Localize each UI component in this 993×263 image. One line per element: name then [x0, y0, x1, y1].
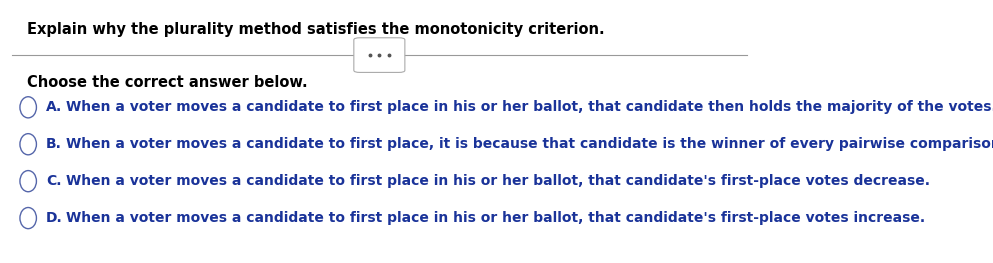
Text: When a voter moves a candidate to first place in his or her ballot, that candida: When a voter moves a candidate to first … — [67, 100, 993, 114]
Text: When a voter moves a candidate to first place in his or her ballot, that candida: When a voter moves a candidate to first … — [67, 174, 930, 188]
Text: D.: D. — [47, 211, 63, 225]
Text: Explain why the plurality method satisfies the monotonicity criterion.: Explain why the plurality method satisfi… — [27, 22, 605, 37]
Ellipse shape — [20, 134, 37, 155]
Text: When a voter moves a candidate to first place in his or her ballot, that candida: When a voter moves a candidate to first … — [67, 211, 925, 225]
Text: A.: A. — [47, 100, 63, 114]
Text: C.: C. — [47, 174, 62, 188]
Text: When a voter moves a candidate to first place, it is because that candidate is t: When a voter moves a candidate to first … — [67, 137, 993, 151]
Text: B.: B. — [47, 137, 62, 151]
Ellipse shape — [20, 171, 37, 192]
Ellipse shape — [20, 97, 37, 118]
Ellipse shape — [20, 208, 37, 229]
FancyBboxPatch shape — [354, 38, 405, 72]
Text: Choose the correct answer below.: Choose the correct answer below. — [27, 75, 307, 90]
